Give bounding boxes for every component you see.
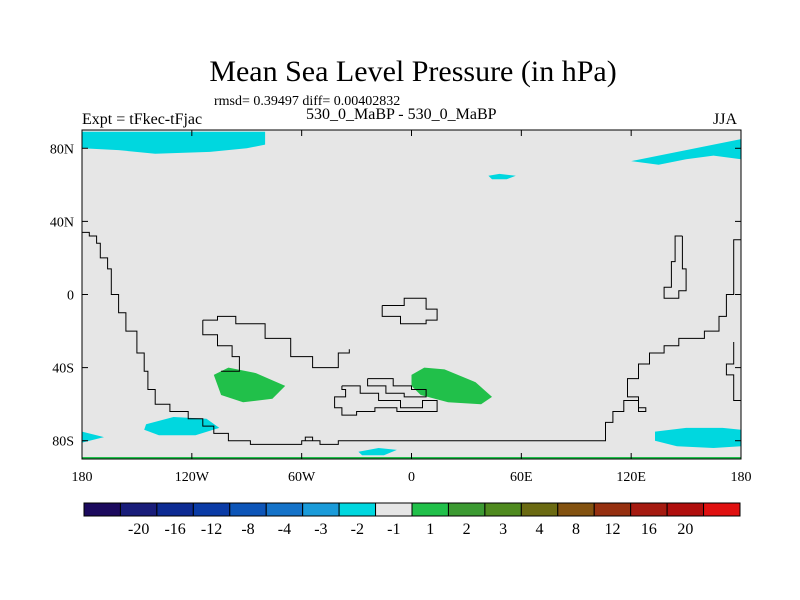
colorbar-swatch (703, 502, 741, 517)
season-label: JJA (713, 111, 738, 128)
lon-tick-label: 120W (175, 470, 210, 485)
coastline-1 (82, 231, 741, 445)
colorbar-label: 16 (641, 521, 657, 538)
colorbar-swatch (447, 502, 486, 517)
colorbar-label: 8 (572, 521, 580, 538)
colorbar-label: -16 (164, 521, 185, 538)
colorbar-swatch (630, 502, 668, 517)
lon-tick-label: 60E (510, 470, 533, 485)
lat-tick-label: 0 (67, 289, 74, 304)
lat-tick-label: 80S (52, 435, 74, 450)
chart-title: Mean Sea Level Pressure (in hPa) (209, 55, 617, 88)
pressure-anomaly-region-1 (82, 131, 266, 154)
axis-ticks: 180 120W 60W 0 60E 120E 180 80N 40N 0 40S 80S (50, 130, 752, 485)
coastline-7 (663, 235, 687, 299)
colorbar-label: -2 (351, 521, 364, 538)
colorbar-swatch (666, 502, 705, 517)
coastline-6 (367, 378, 427, 398)
experiment-label: Expt = tFkec-tFjac (82, 111, 203, 128)
pressure-anomaly-region-8 (213, 367, 286, 403)
pressure-field-layer (82, 131, 741, 456)
colorbar-label: -1 (387, 521, 400, 538)
coastline-8 (725, 342, 741, 401)
colorbar-label: -12 (201, 521, 222, 538)
lat-tick-label: 40S (52, 362, 74, 377)
lat-tick-label: 40N (50, 215, 74, 230)
stats-label: rmsd= 0.39497 diff= 0.00402832 (214, 94, 401, 109)
colorbar-swatch (229, 502, 267, 517)
lon-tick-label: 120E (616, 470, 646, 485)
coastline-3 (202, 320, 240, 372)
colorbar-swatch (156, 502, 194, 517)
coastline-2 (202, 315, 350, 369)
pressure-anomaly-region-2 (631, 139, 741, 165)
pressure-anomaly-region-4 (144, 417, 220, 436)
colorbar-label: -8 (241, 521, 254, 538)
pressure-anomaly-region-5 (82, 431, 104, 443)
colorbar-label: 4 (536, 521, 544, 538)
colorbar-swatch (557, 502, 595, 517)
colorbar-swatch (192, 502, 231, 517)
coastline-9 (304, 436, 314, 441)
period-label: 530_0_MaBP - 530_0_MaBP (306, 106, 497, 123)
colorbar-label: -20 (128, 521, 149, 538)
pressure-anomaly-region-6 (358, 448, 397, 456)
coastline-4 (381, 297, 438, 325)
coastline-layer (82, 231, 741, 445)
colorbar: -20 -16 -12 -8 -4 -3 -2 -1 1 2 3 4 8 12 16 20 (83, 502, 741, 538)
colorbar-label: 20 (677, 521, 693, 538)
colorbar-swatch (375, 502, 413, 517)
pressure-anomaly-region-3 (488, 173, 516, 180)
colorbar-swatch (83, 502, 121, 517)
colorbar-swatch (338, 502, 377, 517)
colorbar-swatch (520, 502, 559, 517)
colorbar-swatch (265, 502, 304, 517)
colorbar-label: 12 (604, 521, 620, 538)
pressure-anomaly-region-9 (411, 367, 492, 405)
lon-tick-label: 60W (288, 470, 316, 485)
pressure-anomaly-region-7 (655, 427, 741, 448)
colorbar-swatch (593, 502, 632, 517)
colorbar-label: -3 (314, 521, 327, 538)
colorbar-swatch (411, 502, 449, 517)
coastline-5 (334, 385, 438, 416)
map-background (82, 130, 741, 459)
colorbar-swatch (119, 502, 158, 517)
colorbar-label: 2 (463, 521, 471, 538)
lon-tick-label: 180 (731, 470, 752, 485)
colorbar-swatch (484, 502, 522, 517)
colorbar-label: 1 (426, 521, 434, 538)
colorbar-swatch (302, 502, 340, 517)
colorbar-label: 3 (499, 521, 507, 538)
lon-tick-label: 0 (408, 470, 415, 485)
lon-tick-label: 180 (72, 470, 93, 485)
lat-tick-label: 80N (50, 142, 74, 157)
colorbar-label: -4 (278, 521, 291, 538)
